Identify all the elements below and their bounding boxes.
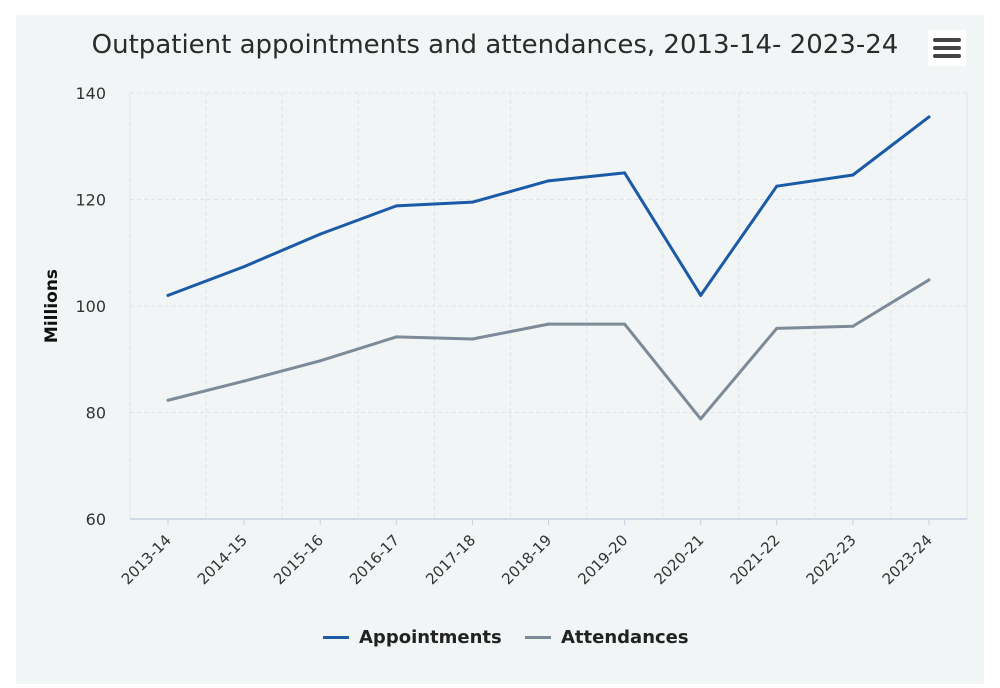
x-tick-label: 2014-15 <box>194 531 251 588</box>
data-point-attendances <box>242 379 246 383</box>
legend-item-attendances[interactable]: Attendances <box>525 624 689 650</box>
x-tick-label: 2018-19 <box>498 531 555 588</box>
hamburger-menu-icon[interactable] <box>928 30 966 66</box>
y-tick-label: 140 <box>75 84 106 103</box>
data-point-appointments <box>547 179 550 183</box>
data-point-appointments <box>394 204 398 208</box>
legend-label-attendances: Attendances <box>561 626 689 648</box>
data-point-appointments <box>775 184 779 188</box>
data-point-appointments <box>166 293 170 297</box>
x-tick-label: 2017-18 <box>422 531 479 588</box>
x-tick-label: 2021-22 <box>727 531 784 588</box>
data-point-appointments <box>242 265 246 269</box>
data-point-appointments <box>470 200 474 204</box>
data-point-appointments <box>851 173 855 177</box>
y-tick-label: 100 <box>75 297 106 316</box>
x-tick-label: 2023-24 <box>879 531 936 588</box>
x-tick-label: 2013-14 <box>118 531 175 588</box>
data-point-attendances <box>166 398 170 402</box>
legend-label-appointments: Appointments <box>359 626 502 648</box>
plot-area <box>129 92 968 520</box>
y-tick-label: 60 <box>86 510 106 529</box>
y-tick-label: 80 <box>86 404 106 423</box>
x-tick-label: 2015-16 <box>270 531 327 588</box>
legend-swatch-attendances <box>525 635 551 639</box>
data-point-attendances <box>623 322 627 326</box>
data-point-attendances <box>775 326 779 330</box>
legend-item-appointments[interactable]: Appointments <box>323 624 502 650</box>
data-point-attendances <box>470 337 474 341</box>
y-axis-title: Millions <box>42 269 62 343</box>
data-point-attendances <box>547 322 550 326</box>
data-point-appointments <box>623 171 627 175</box>
y-tick-label: 120 <box>75 191 106 210</box>
x-tick-label: 2022-23 <box>803 531 860 588</box>
data-point-attendances <box>699 417 703 421</box>
data-point-appointments <box>699 293 703 297</box>
data-point-attendances <box>394 335 398 339</box>
data-point-attendances <box>927 278 931 282</box>
data-point-attendances <box>851 324 855 328</box>
x-tick-label: 2016-17 <box>346 531 403 588</box>
data-point-attendances <box>318 359 322 363</box>
data-point-appointments <box>927 115 931 119</box>
x-tick-label: 2019-20 <box>574 531 631 588</box>
legend-swatch-appointments <box>323 635 349 639</box>
data-point-appointments <box>318 232 322 236</box>
chart-title: Outpatient appointments and attendances,… <box>91 30 899 60</box>
x-tick-label: 2020-21 <box>650 531 707 588</box>
